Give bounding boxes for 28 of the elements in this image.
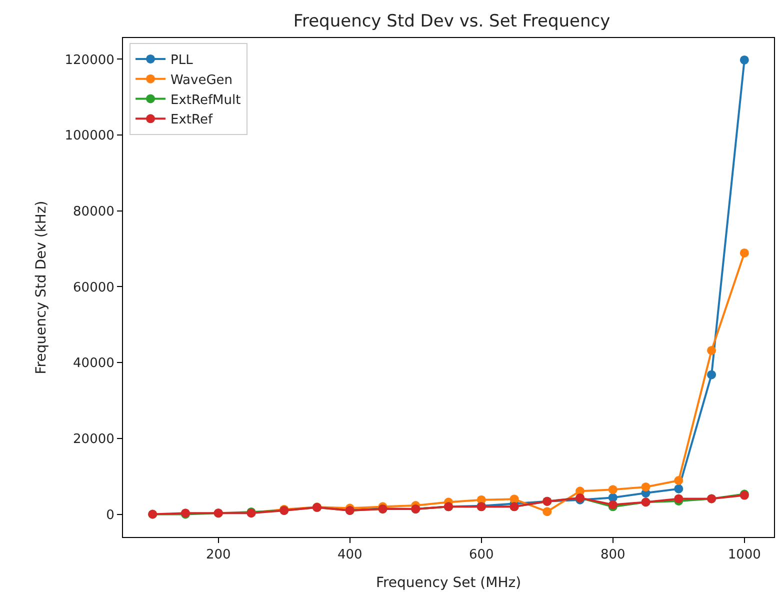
y-axis-title: Frequency Std Dev (kHz) (33, 200, 50, 374)
chart-title: Frequency Std Dev vs. Set Frequency (293, 12, 610, 32)
y-tick-label: 60000 (73, 280, 114, 296)
x-tick-label: 800 (600, 548, 626, 563)
point (740, 248, 749, 258)
y-tick-label: 20000 (73, 432, 114, 447)
y-tick-label: 0 (106, 508, 114, 523)
legend-label: PLL (170, 53, 194, 68)
x-axis-title: Frequency Set (MHz) (376, 574, 522, 591)
point (707, 346, 716, 355)
y-tick-label: 100000 (64, 128, 114, 144)
legend-label: ExtRef (170, 112, 213, 128)
x-tick-label: 200 (206, 548, 231, 563)
y-tick-label: 120000 (64, 52, 114, 68)
point (542, 507, 552, 516)
x-tick-label: 1000 (728, 548, 761, 563)
point (707, 370, 716, 380)
y-tick-label: 40000 (73, 356, 114, 372)
y-tick-label: 80000 (73, 204, 114, 220)
point (608, 485, 618, 494)
x-tick-label: 600 (468, 548, 494, 563)
point (674, 476, 684, 485)
point (740, 55, 749, 64)
legend-label: ExtRefMult (170, 92, 241, 108)
point (641, 482, 650, 492)
legend-label: WaveGen (170, 72, 233, 88)
x-tick-label: 400 (337, 548, 362, 563)
point (674, 484, 684, 494)
